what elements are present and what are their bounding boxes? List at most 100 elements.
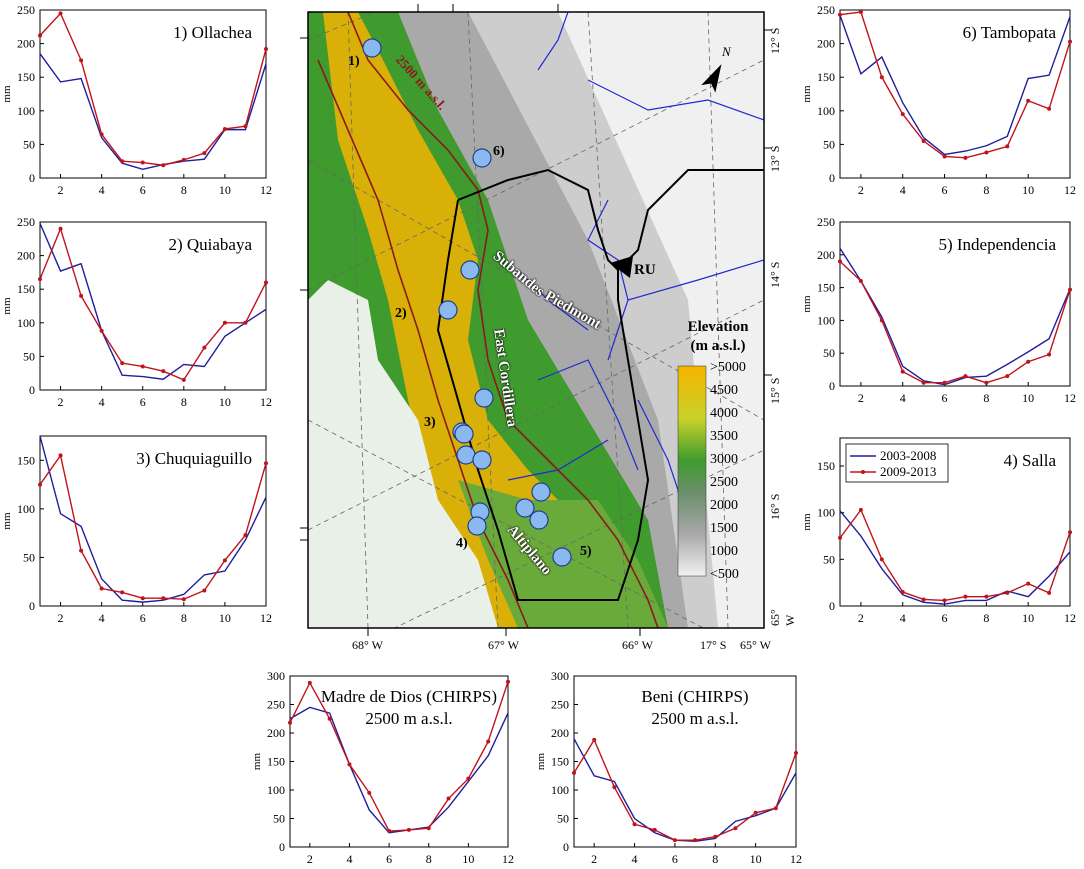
data-point: [838, 12, 842, 17]
y-tick-label: 250: [17, 215, 35, 229]
data-point: [140, 160, 145, 165]
data-point: [140, 364, 145, 369]
lat-label-16s: 16° S: [768, 493, 782, 520]
data-point: [572, 770, 576, 775]
x-tick-label: 12: [502, 852, 514, 866]
data-point: [900, 590, 905, 594]
data-point: [1026, 581, 1031, 586]
x-tick-label: 4: [99, 395, 105, 409]
chart-svg: 0 50 100 150 200 250 2 4 6 8 10 12 mm 2) Quiabaya: [1, 215, 272, 409]
y-tick-label: 300: [551, 669, 569, 683]
x-tick-label: 6: [140, 395, 146, 409]
x-tick-label: 8: [181, 395, 187, 409]
data-point: [592, 737, 597, 742]
series-line-2003-2008: [839, 15, 1071, 156]
y-tick-label: 200: [817, 37, 835, 51]
chart-svg: 0 50 100 150 2 4 6 8 10 12 mm 4) Salla 2003-20082009…: [801, 437, 1076, 625]
y-tick-label: 0: [829, 379, 835, 393]
series-line-2009-2013: [39, 453, 267, 600]
y-tick-label: 50: [23, 137, 35, 151]
station-marker: [472, 148, 492, 168]
data-point: [222, 320, 227, 325]
x-tick-label: 4: [632, 852, 638, 866]
x-tick-label: 12: [1064, 183, 1076, 197]
data-point: [288, 720, 292, 725]
elevation-legend-label: 3500: [710, 429, 738, 444]
y-tick-label: 50: [823, 137, 835, 151]
elevation-legend-label: 2500: [710, 475, 738, 490]
lat-label-17s: 17° S: [700, 638, 727, 652]
data-point: [733, 826, 738, 831]
lon-label-68w: 68° W: [352, 638, 383, 652]
series-line-2003-2008: [573, 738, 797, 843]
highland-relief: [323, 12, 608, 628]
data-point: [963, 594, 968, 599]
data-point: [202, 588, 207, 593]
chart-svg: 0 50 100 150 200 250 2 4 6 8 10 12 mm 6) Tambopata: [801, 3, 1076, 197]
data-point: [466, 776, 471, 781]
x-tick-label: 12: [790, 852, 802, 866]
x-tick-label: 10: [750, 852, 762, 866]
data-point: [1047, 106, 1052, 111]
y-tick-label: 150: [17, 70, 35, 84]
station-label-1: 1): [348, 54, 360, 69]
data-point: [161, 369, 166, 374]
series-line-2003-2008: [839, 247, 1071, 386]
data-point: [181, 157, 186, 162]
elevation-legend-title-1: Elevation: [687, 319, 749, 335]
y-axis-label: mm: [535, 753, 547, 771]
elevation-legend-title: Elevation (m a.s.l.): [668, 318, 768, 356]
series-line-2009-2013: [39, 226, 267, 381]
chart-salla: 0 50 100 150 2 4 6 8 10 12 mm 4) Salla 2003-2008 2009…: [800, 428, 1084, 628]
x-tick-label: 8: [983, 611, 989, 625]
data-point: [1068, 530, 1072, 535]
data-point: [773, 806, 778, 811]
x-tick-label: 6: [140, 611, 146, 625]
x-tick-label: 10: [219, 395, 231, 409]
plot-frame: [39, 221, 267, 391]
data-point: [1026, 359, 1031, 364]
legend-box: [845, 443, 949, 483]
x-tick-label: 12: [1064, 391, 1076, 405]
y-tick-label: 250: [817, 215, 835, 229]
data-point: [58, 11, 63, 16]
lat-label-13s: 13° S: [768, 145, 782, 172]
chart-madre-de-dios: 0 50 100 150 200 250 300 2 4 6 8 10 12 mm Madre de Dio…: [250, 666, 522, 869]
x-tick-label: 10: [219, 183, 231, 197]
x-tick-label: 6: [942, 391, 948, 405]
data-point: [181, 377, 186, 382]
y-tick-label: 100: [17, 502, 35, 516]
data-point: [942, 154, 947, 159]
data-point: [900, 369, 905, 374]
lon-label-65w: 65° W: [740, 638, 771, 652]
y-tick-label: 0: [563, 840, 569, 854]
y-axis-label: mm: [1, 85, 13, 103]
x-tick-label: 4: [900, 183, 906, 197]
data-point: [672, 838, 677, 843]
chart-independencia: 0 50 100 150 200 250 2 4 6 8 10 12 mm 5) Independenci…: [800, 212, 1084, 408]
y-tick-label: 200: [17, 37, 35, 51]
data-point: [222, 126, 227, 131]
map-canvas: [300, 4, 772, 636]
panel-title: 2) Quiabaya: [168, 235, 252, 254]
stations: [362, 38, 572, 567]
x-tick-label: 12: [260, 611, 272, 625]
data-point: [486, 739, 491, 744]
data-point: [838, 535, 842, 540]
y-tick-label: 200: [17, 249, 35, 263]
elevation-legend-label: <500: [710, 567, 739, 582]
x-tick-label: 4: [346, 852, 352, 866]
panel-title: 5) Independencia: [938, 235, 1056, 254]
chart-svg: 0 50 100 150 200 250 300 2 4 6 8 10 12 mm Beni (CHIRPS…: [535, 669, 802, 866]
y-tick-label: 100: [17, 316, 35, 330]
y-tick-label: 100: [17, 104, 35, 118]
y-tick-label: 50: [557, 812, 569, 826]
data-point: [963, 155, 968, 160]
x-tick-label: 2: [858, 391, 864, 405]
data-point: [984, 380, 989, 385]
x-tick-label: 4: [99, 183, 105, 197]
data-point: [99, 328, 104, 333]
station-marker: [456, 445, 476, 465]
elevation-legend-label: 1500: [710, 521, 738, 536]
series-line-2009-2013: [839, 508, 1071, 602]
